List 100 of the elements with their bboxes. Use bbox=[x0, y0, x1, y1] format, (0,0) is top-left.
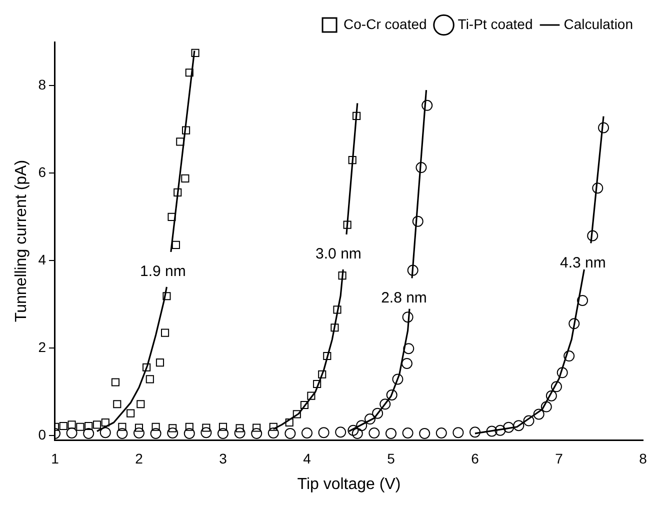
y-tick-label: 6 bbox=[38, 164, 46, 180]
point bbox=[335, 426, 346, 438]
point bbox=[202, 424, 210, 432]
point bbox=[234, 428, 246, 438]
point bbox=[217, 428, 228, 439]
point bbox=[116, 428, 128, 439]
point bbox=[185, 422, 194, 431]
point bbox=[236, 424, 244, 432]
point bbox=[419, 428, 430, 439]
point bbox=[146, 375, 154, 384]
point bbox=[269, 422, 278, 431]
point bbox=[83, 428, 94, 439]
point bbox=[300, 400, 309, 410]
annotation: 1.9 nm bbox=[140, 263, 186, 280]
point bbox=[152, 422, 160, 431]
point bbox=[136, 400, 145, 408]
point bbox=[540, 401, 552, 412]
point bbox=[392, 374, 404, 385]
point bbox=[469, 426, 480, 438]
point bbox=[577, 294, 588, 306]
point bbox=[176, 138, 184, 146]
point bbox=[184, 428, 195, 439]
point bbox=[301, 428, 312, 438]
x-tick-label: 3 bbox=[219, 450, 228, 466]
annotation: 2.8 nm bbox=[381, 289, 427, 306]
point bbox=[168, 424, 177, 432]
point bbox=[386, 389, 398, 400]
point bbox=[307, 392, 316, 400]
point bbox=[348, 156, 356, 164]
legend-label: Ti-Pt coated bbox=[458, 16, 533, 32]
y-axis-title: Tunnelling current (pA) bbox=[13, 160, 30, 322]
point bbox=[407, 264, 418, 276]
point bbox=[364, 414, 376, 425]
point bbox=[167, 428, 178, 438]
point bbox=[352, 428, 363, 439]
point bbox=[181, 174, 190, 182]
point bbox=[368, 428, 380, 438]
y-tick-label: 0 bbox=[38, 426, 46, 442]
y-tick-label: 4 bbox=[38, 252, 46, 268]
point bbox=[452, 427, 464, 438]
point bbox=[150, 428, 162, 439]
point bbox=[162, 292, 171, 300]
point bbox=[68, 420, 76, 429]
point bbox=[59, 422, 68, 430]
point bbox=[352, 112, 361, 120]
point bbox=[436, 428, 447, 438]
x-tick-label: 4 bbox=[303, 450, 312, 466]
point bbox=[587, 230, 598, 242]
point bbox=[134, 424, 144, 432]
point bbox=[101, 418, 110, 427]
y-tick-label: 2 bbox=[38, 339, 46, 356]
x-tick-label: 8 bbox=[639, 450, 648, 466]
point bbox=[66, 428, 78, 438]
legend-label: Co-Cr coated bbox=[344, 16, 427, 32]
point bbox=[174, 188, 182, 196]
point bbox=[285, 418, 294, 427]
x-tick-label: 1 bbox=[51, 450, 60, 466]
point bbox=[568, 318, 580, 330]
point bbox=[356, 420, 368, 432]
point bbox=[142, 363, 151, 372]
point bbox=[172, 240, 180, 249]
x-tick-label: 7 bbox=[555, 450, 564, 466]
point bbox=[168, 212, 176, 221]
point bbox=[348, 424, 359, 436]
point bbox=[200, 427, 212, 438]
point bbox=[113, 400, 122, 408]
y-tick-label: 8 bbox=[38, 76, 46, 93]
point bbox=[402, 428, 414, 438]
point bbox=[372, 408, 384, 419]
point bbox=[185, 68, 194, 77]
point bbox=[182, 126, 190, 134]
point bbox=[330, 324, 339, 332]
point bbox=[380, 398, 391, 410]
x-tick-label: 5 bbox=[387, 450, 396, 466]
point bbox=[533, 408, 544, 420]
point bbox=[92, 420, 102, 429]
point bbox=[313, 380, 322, 388]
point bbox=[318, 370, 326, 378]
point bbox=[343, 220, 352, 229]
point bbox=[598, 122, 610, 134]
point bbox=[251, 428, 262, 439]
point bbox=[133, 428, 144, 438]
point bbox=[416, 162, 427, 174]
point bbox=[550, 381, 562, 392]
point bbox=[76, 422, 84, 431]
point bbox=[318, 427, 330, 438]
point bbox=[486, 426, 498, 437]
point bbox=[422, 100, 433, 111]
point bbox=[564, 350, 575, 362]
point bbox=[513, 420, 524, 432]
point bbox=[592, 182, 604, 194]
point bbox=[385, 428, 396, 439]
point bbox=[323, 352, 332, 360]
point bbox=[402, 312, 414, 323]
point bbox=[523, 415, 534, 426]
point bbox=[218, 422, 228, 431]
point bbox=[546, 390, 557, 402]
point bbox=[84, 422, 93, 430]
point bbox=[118, 422, 126, 431]
point bbox=[333, 306, 342, 314]
